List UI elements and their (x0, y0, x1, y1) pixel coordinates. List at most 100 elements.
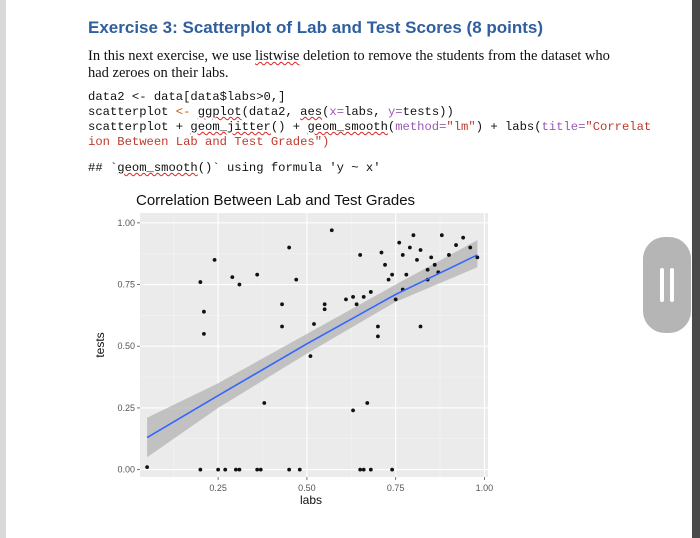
x-tick-label: 0.75 (387, 483, 405, 493)
data-point (379, 250, 384, 255)
code-text: data2 <- data[data$labs>0,] (88, 90, 286, 104)
y-axis-label: tests (93, 332, 107, 357)
data-point (212, 257, 217, 262)
data-point (198, 467, 203, 472)
data-point (255, 467, 260, 472)
side-scroll-handle[interactable] (643, 237, 691, 333)
x-axis-label: labs (300, 493, 322, 507)
exercise-paragraph: In this next exercise, we use listwise d… (88, 48, 628, 82)
code-text: () + (270, 120, 308, 134)
data-point (202, 309, 206, 314)
exercise-heading: Exercise 3: Scatterplot of Lab and Test … (88, 18, 544, 37)
code-text: ) + labs( (475, 120, 542, 134)
code-function: aes (300, 105, 323, 119)
y-tick-label: 1.00 (117, 218, 135, 228)
data-point (461, 235, 466, 240)
data-point (407, 245, 412, 250)
data-point (429, 255, 434, 260)
x-tick-label: 0.50 (298, 483, 316, 493)
data-point (475, 255, 480, 260)
data-point (390, 467, 395, 472)
code-text: labs, (344, 105, 388, 119)
data-point (390, 272, 395, 277)
code-arg: y= (387, 105, 403, 119)
data-point (397, 240, 402, 245)
data-point (145, 465, 150, 470)
code-function: geom_smooth (307, 120, 388, 134)
grip-bar-left (660, 268, 664, 302)
data-point (237, 282, 242, 287)
data-point (468, 245, 473, 250)
data-point (233, 467, 238, 472)
output-text-pre: ## ` (88, 161, 118, 175)
data-point (198, 280, 203, 284)
chart-title: Correlation Between Lab and Test Grades (136, 192, 415, 209)
code-arg: x= (329, 105, 345, 119)
data-point (216, 467, 221, 472)
data-point (329, 228, 334, 233)
data-point (351, 294, 355, 299)
data-point (393, 297, 398, 302)
code-string: "lm" (446, 120, 476, 134)
data-point (262, 401, 267, 405)
output-text-post: ()` using formula 'y ~ x' (197, 161, 381, 175)
code-function: geom_jitter (190, 120, 271, 134)
data-point (237, 467, 242, 472)
code-text: ( (387, 120, 396, 134)
code-block: data2 <- data[data$labs>0,] scatterplot <… (88, 90, 651, 150)
code-line-4: ion Between Lab and Test Grades") (88, 135, 628, 150)
data-point (432, 262, 437, 267)
data-point (255, 272, 260, 277)
data-point (223, 467, 228, 472)
data-point (425, 267, 430, 272)
y-tick-label: 0.00 (117, 465, 135, 475)
data-point (361, 467, 366, 472)
data-point (447, 253, 451, 257)
data-point (312, 322, 316, 326)
code-text: scatterplot (88, 105, 176, 119)
code-string: "Correlat (585, 120, 652, 134)
data-point (258, 467, 263, 472)
x-tick-label: 1.00 (476, 483, 494, 493)
code-arg: title= (541, 120, 586, 134)
data-point (287, 245, 292, 250)
code-string: ion Between Lab and Test Grades") (88, 135, 330, 149)
data-point (400, 253, 405, 257)
x-tick-label: 0.25 (209, 483, 227, 493)
data-point (358, 253, 363, 257)
code-function: ggplot (197, 105, 242, 119)
data-point (376, 324, 380, 329)
data-point (386, 277, 391, 282)
data-point (358, 467, 363, 472)
page-edge-left (0, 0, 6, 538)
data-point (418, 248, 423, 252)
data-point (368, 290, 373, 294)
output-function: geom_smooth (117, 161, 198, 175)
data-point (376, 334, 380, 339)
code-arg: method= (395, 120, 447, 134)
code-text: tests)) (402, 105, 454, 119)
data-point (351, 408, 355, 413)
para-text-post: deletion to remove the students from the… (88, 48, 610, 81)
scatter-chart: Correlation Between Lab and Test Grades … (93, 192, 494, 507)
para-text-pre: In this next exercise, we use (88, 48, 256, 64)
data-point (454, 243, 458, 247)
spellcheck-word: listwise (255, 48, 300, 64)
code-line-3: scatterplot + geom_jitter() + geom_smoot… (88, 120, 651, 135)
data-point (439, 233, 444, 238)
page-edge-right (692, 0, 700, 538)
code-operator: <- (175, 105, 198, 119)
data-point (368, 467, 373, 472)
data-point (308, 354, 313, 359)
data-point (202, 331, 206, 336)
data-point (280, 324, 284, 329)
data-point (297, 467, 302, 472)
data-point (411, 233, 416, 238)
console-output: ## `geom_smooth()` using formula 'y ~ x' (88, 161, 381, 175)
data-point (383, 262, 387, 267)
data-point (322, 302, 327, 307)
data-point (280, 302, 284, 307)
data-point (354, 302, 359, 307)
y-tick-label: 0.25 (117, 403, 135, 413)
regression-line (146, 254, 478, 439)
